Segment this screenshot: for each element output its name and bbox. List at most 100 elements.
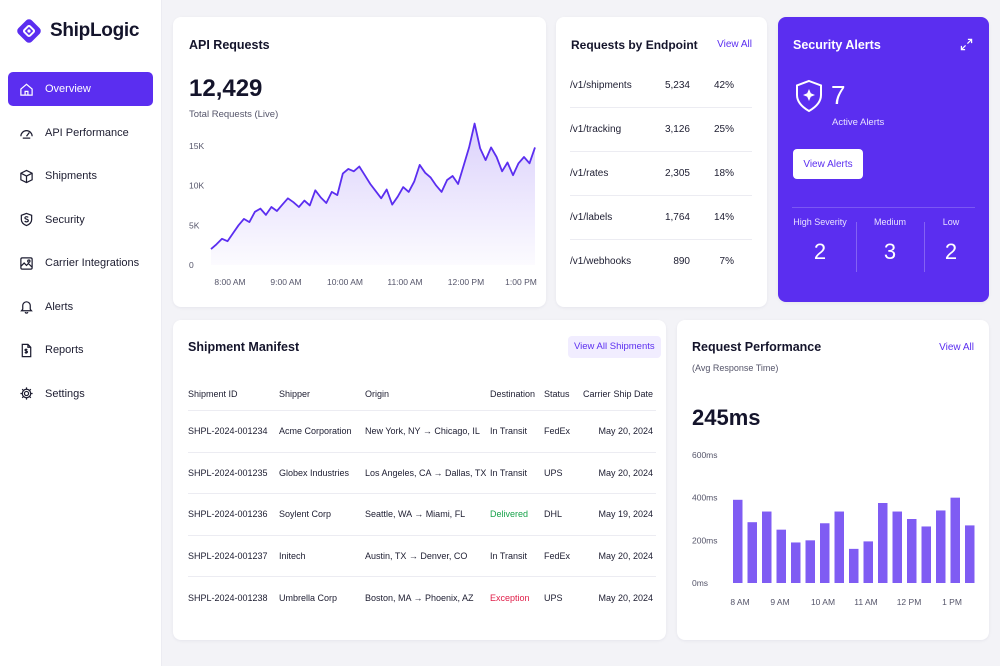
y-tick-label: 0 [189, 260, 194, 270]
table-row[interactable]: SHPL-2024-001235 Globex Industries Los A… [188, 453, 656, 494]
shipment-manifest-card: Shipment Manifest View All Shipments Shi… [173, 320, 666, 640]
shipment-id: SHPL-2024-001237 [188, 550, 268, 561]
active-alerts-count: 7 [831, 80, 846, 110]
shipment-id: SHPL-2024-001235 [188, 467, 268, 478]
sidebar-item-label: Carrier Integrations [45, 257, 140, 269]
y-tick-label: 10K [189, 181, 204, 191]
shipper: Initech [279, 550, 306, 561]
shield-icon [20, 212, 33, 227]
column-header[interactable]: Carrier [583, 389, 611, 399]
shipment-id: SHPL-2024-001236 [188, 509, 268, 520]
bar [878, 503, 888, 583]
gear-icon [20, 387, 33, 400]
request-performance-card: Request Performance View All (Avg Respon… [677, 320, 989, 640]
bell-icon [20, 301, 33, 314]
column-header[interactable]: Shipper [279, 389, 311, 399]
sidebar-item-label: Security [45, 213, 85, 226]
view-alerts-button[interactable]: View Alerts [793, 149, 863, 179]
sidebar-item-overview[interactable]: Overview [8, 72, 153, 106]
list-item[interactable]: /v1/webhooks 890 7% [570, 240, 752, 284]
status: UPS [544, 592, 563, 603]
api-requests-chart: 0 5K 10K 15K 8:00 AM 9:00 AM 10:00 AM 11:00 AM 1… [189, 122, 537, 287]
endpoint-view-all-link[interactable]: View All [717, 39, 752, 50]
bar [907, 519, 917, 583]
column-header[interactable]: Ship Date [613, 389, 653, 399]
table-row[interactable]: SHPL-2024-001236 Soylent Corp Seattle, W… [188, 494, 656, 536]
low-severity-stat: Low 2 [917, 217, 985, 265]
area-fill [211, 123, 535, 265]
status: UPS [544, 467, 563, 478]
column-header[interactable]: Shipment ID [188, 389, 238, 399]
bar [849, 548, 859, 583]
bar [965, 525, 975, 583]
list-item[interactable]: /v1/labels 1,764 14% [570, 196, 752, 240]
status: FedEx [544, 550, 571, 561]
total-requests-value: 12,429 [189, 75, 263, 102]
integration-icon [20, 256, 33, 270]
ship-date: May 20, 2024 [598, 550, 653, 561]
y-tick-label: 5K [189, 220, 200, 230]
column-header[interactable]: Status [544, 389, 570, 399]
view-all-shipments-button[interactable]: View All Shipments [568, 336, 661, 358]
x-tick-label: 12 PM [897, 597, 922, 607]
severity-value: 2 [813, 239, 827, 264]
logo[interactable]: ShipLogic [16, 18, 139, 44]
card-title: Requests by Endpoint [571, 38, 698, 52]
response-time-chart: 0ms 200ms 400ms 600ms 8 AM 9 AM 10 AM 11 AM 12 P… [692, 450, 975, 607]
gauge-icon [20, 130, 33, 139]
divider [924, 222, 925, 272]
sidebar: ShipLogic Overview API Performance Shipm… [0, 0, 162, 666]
shipper: Soylent Corp [279, 509, 332, 520]
table-row[interactable]: SHPL-2024-001238 Umbrella Corp Boston, M… [188, 577, 656, 619]
card-title: API Requests [189, 38, 270, 52]
divider [856, 222, 857, 272]
table-header: Shipment ID Shipper Origin Destination S… [188, 378, 656, 411]
performance-subtitle: (Avg Response Time) [692, 363, 779, 373]
sidebar-item-reports[interactable]: Reports [8, 333, 153, 367]
home-icon [20, 83, 33, 96]
endpoint-card: Requests by Endpoint View All /v1/shipme… [556, 17, 767, 307]
sidebar-item-carrier-integrations[interactable]: Carrier Integrations [8, 246, 153, 280]
x-tick-label: 10 AM [811, 597, 835, 607]
bar [805, 540, 815, 583]
list-item[interactable]: /v1/tracking 3,126 25% [570, 108, 752, 152]
column-header[interactable]: Destination [490, 389, 536, 399]
sidebar-item-settings[interactable]: Settings [8, 377, 153, 411]
list-item[interactable]: /v1/shipments 5,234 42% [570, 64, 752, 108]
destination: Exception [490, 592, 530, 603]
list-item[interactable]: /v1/rates 2,305 18% [570, 152, 752, 196]
y-tick-label: 400ms [692, 493, 718, 503]
endpoint-path: /v1/webhooks [570, 256, 632, 267]
box-icon [20, 169, 33, 183]
sidebar-item-label: Shipments [45, 170, 97, 182]
column-header[interactable]: Origin [365, 389, 390, 399]
sidebar-nav: Overview API Performance Shipments Secur… [8, 72, 153, 420]
table-row[interactable]: SHPL-2024-001234 Acme Corporation New Yo… [188, 411, 656, 453]
bar [863, 541, 873, 583]
ship-date: May 20, 2024 [598, 592, 653, 603]
active-alerts-label: Active Alerts [832, 117, 885, 128]
x-tick-label: 12:00 PM [448, 277, 484, 287]
destination: Delivered [490, 509, 529, 520]
endpoint-percent: 18% [713, 168, 734, 179]
avg-response-value: 245ms [692, 405, 761, 430]
shipper: Globex Industries [279, 467, 350, 478]
bar [834, 511, 844, 583]
x-tick-label: 10:00 AM [327, 277, 363, 287]
bar [776, 529, 786, 583]
sidebar-item-api-performance[interactable]: API Performance [8, 116, 153, 150]
performance-view-all-link[interactable]: View All [939, 342, 974, 353]
manifest-table: Shipment ID Shipper Origin Destination S… [188, 378, 656, 619]
sidebar-item-security[interactable]: Security [8, 203, 153, 237]
bar [747, 522, 757, 583]
sidebar-item-alerts[interactable]: Alerts [8, 290, 153, 324]
expand-icon[interactable] [960, 38, 973, 51]
card-title: Shipment Manifest [188, 340, 300, 354]
divider [792, 207, 975, 208]
table-row[interactable]: SHPL-2024-001237 Initech Austin, TX → De… [188, 536, 656, 577]
shipper: Acme Corporation [279, 426, 352, 437]
endpoint-count: 1,764 [664, 212, 690, 223]
sidebar-item-label: Settings [45, 387, 85, 400]
endpoint-path: /v1/labels [570, 212, 613, 223]
sidebar-item-shipments[interactable]: Shipments [8, 159, 153, 193]
